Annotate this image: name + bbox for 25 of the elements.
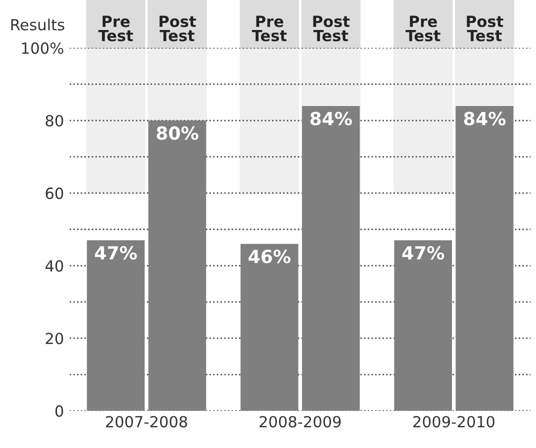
data-label: 80% (156, 126, 198, 140)
data-label: 47% (402, 246, 444, 260)
bar (86, 240, 145, 411)
text: Post Test (160, 16, 196, 42)
y-tick-label: 80 (46, 114, 64, 127)
x-tick-label: 2007-2008 (106, 416, 188, 428)
text: Pre Test (98, 16, 134, 42)
data-label: 84% (310, 112, 352, 126)
x-tick-label: 2009-2010 (413, 416, 494, 428)
data-label: 47% (94, 246, 137, 260)
y-tick-label: 40 (45, 260, 64, 272)
data-label: 84% (464, 112, 506, 126)
y-tick-label: 60 (46, 188, 64, 200)
y-tick-label: 100% (22, 42, 64, 54)
text: Post Test (313, 16, 350, 42)
y-tick-label: 0 (55, 405, 64, 417)
y-tick-label: 20 (46, 332, 64, 344)
text: Pre Test (406, 16, 440, 42)
data-label: 46% (248, 250, 290, 264)
bar (394, 240, 452, 411)
bar (240, 244, 298, 411)
y-axis-title: Results (11, 18, 64, 30)
text: Post Test (466, 16, 504, 42)
text: Pre Test (252, 16, 287, 42)
x-tick-label: 2008-2009 (260, 416, 341, 428)
